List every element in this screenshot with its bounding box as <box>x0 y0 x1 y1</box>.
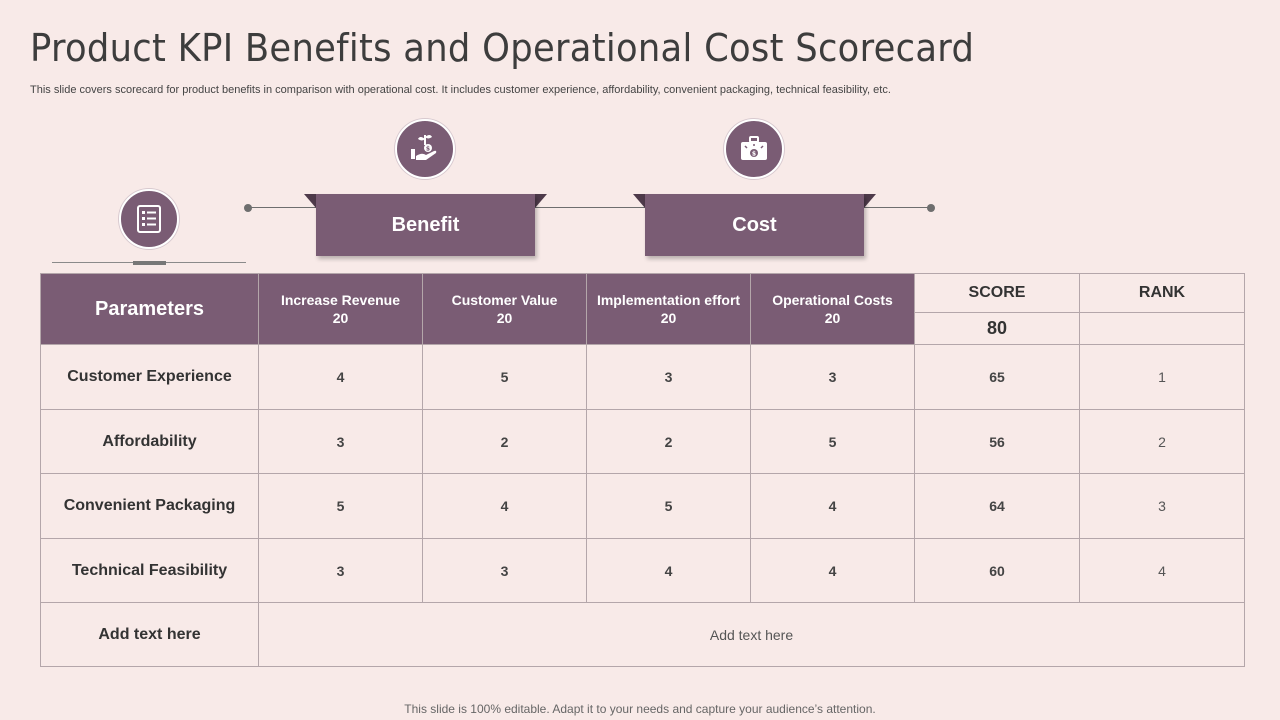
cost-banner-fold-right <box>864 194 876 208</box>
parameters-header: Parameters <box>40 273 259 345</box>
rank-total-empty <box>1079 312 1245 345</box>
scorecard-table: Parameters Increase Revenue 20 Customer V… <box>40 273 1245 667</box>
table-row: Customer Experience 4 5 3 3 65 1 <box>40 344 1245 410</box>
column-header: Operational Costs 20 <box>750 273 915 345</box>
table-cell: 5 <box>422 344 587 410</box>
table-cell: 3 <box>258 538 423 603</box>
table-cell: 2 <box>586 409 751 474</box>
column-header-weight: 20 <box>496 310 513 326</box>
score-cell: 64 <box>914 473 1080 539</box>
column-header-weight: 20 <box>332 310 349 326</box>
rank-cell: 4 <box>1079 538 1245 603</box>
checklist-icon <box>119 189 179 249</box>
column-header: Implementation effort 20 <box>586 273 751 345</box>
table-row: Convenient Packaging 5 4 5 4 64 3 <box>40 473 1245 539</box>
briefcase-money-icon: $ <box>724 119 784 179</box>
table-cell: 4 <box>750 473 915 539</box>
table-cell: 4 <box>750 538 915 603</box>
connector-dot-right <box>927 204 935 212</box>
score-header: SCORE <box>914 273 1080 313</box>
table-cell: 3 <box>422 538 587 603</box>
column-header-weight: 20 <box>824 310 841 326</box>
table-cell: 5 <box>586 473 751 539</box>
cost-banner: Cost <box>645 194 864 256</box>
table-cell: 5 <box>258 473 423 539</box>
column-header-name: Increase Revenue <box>280 292 401 308</box>
row-label: Affordability <box>40 409 259 474</box>
footer-row-label: Add text here <box>40 602 259 667</box>
column-header-name: Customer Value <box>451 292 558 308</box>
rank-cell: 1 <box>1079 344 1245 410</box>
row-label: Customer Experience <box>40 344 259 410</box>
page-title: Product KPI Benefits and Operational Cos… <box>30 26 975 70</box>
table-cell: 3 <box>586 344 751 410</box>
benefit-banner: Benefit <box>316 194 535 256</box>
column-header-name: Implementation effort <box>596 292 741 308</box>
rank-cell: 3 <box>1079 473 1245 539</box>
table-row: Technical Feasibility 3 3 4 4 60 4 <box>40 538 1245 603</box>
total-score: 80 <box>914 312 1080 345</box>
column-header-weight: 20 <box>660 310 677 326</box>
row-label: Convenient Packaging <box>40 473 259 539</box>
table-header-row: Parameters Increase Revenue 20 Customer V… <box>40 273 1245 345</box>
score-cell: 65 <box>914 344 1080 410</box>
rank-header: RANK <box>1079 273 1245 313</box>
svg-text:$: $ <box>426 146 430 153</box>
table-cell: 3 <box>750 344 915 410</box>
score-cell: 60 <box>914 538 1080 603</box>
table-row: Affordability 3 2 2 5 56 2 <box>40 409 1245 474</box>
benefit-banner-fold-right <box>535 194 547 208</box>
table-footer-row: Add text here Add text here <box>40 602 1245 667</box>
table-cell: 4 <box>258 344 423 410</box>
table-cell: 5 <box>750 409 915 474</box>
column-header: Customer Value 20 <box>422 273 587 345</box>
money-plant-hand-icon: $ <box>395 119 455 179</box>
row-label: Technical Feasibility <box>40 538 259 603</box>
footer-row-text: Add text here <box>258 602 1245 667</box>
svg-text:$: $ <box>752 151 756 158</box>
column-header: Increase Revenue 20 <box>258 273 423 345</box>
table-cell: 2 <box>422 409 587 474</box>
connector-line <box>248 207 931 208</box>
underline-accent <box>133 261 166 265</box>
table-cell: 4 <box>422 473 587 539</box>
page-subtitle: This slide covers scorecard for product … <box>30 84 891 96</box>
benefit-banner-fold-left <box>304 194 316 208</box>
connector-dot-left <box>244 204 252 212</box>
rank-cell: 2 <box>1079 409 1245 474</box>
column-header-name: Operational Costs <box>772 292 893 308</box>
slide-footer: This slide is 100% editable. Adapt it to… <box>404 702 876 716</box>
table-cell: 3 <box>258 409 423 474</box>
table-cell: 4 <box>586 538 751 603</box>
score-cell: 56 <box>914 409 1080 474</box>
cost-banner-fold-left <box>633 194 645 208</box>
